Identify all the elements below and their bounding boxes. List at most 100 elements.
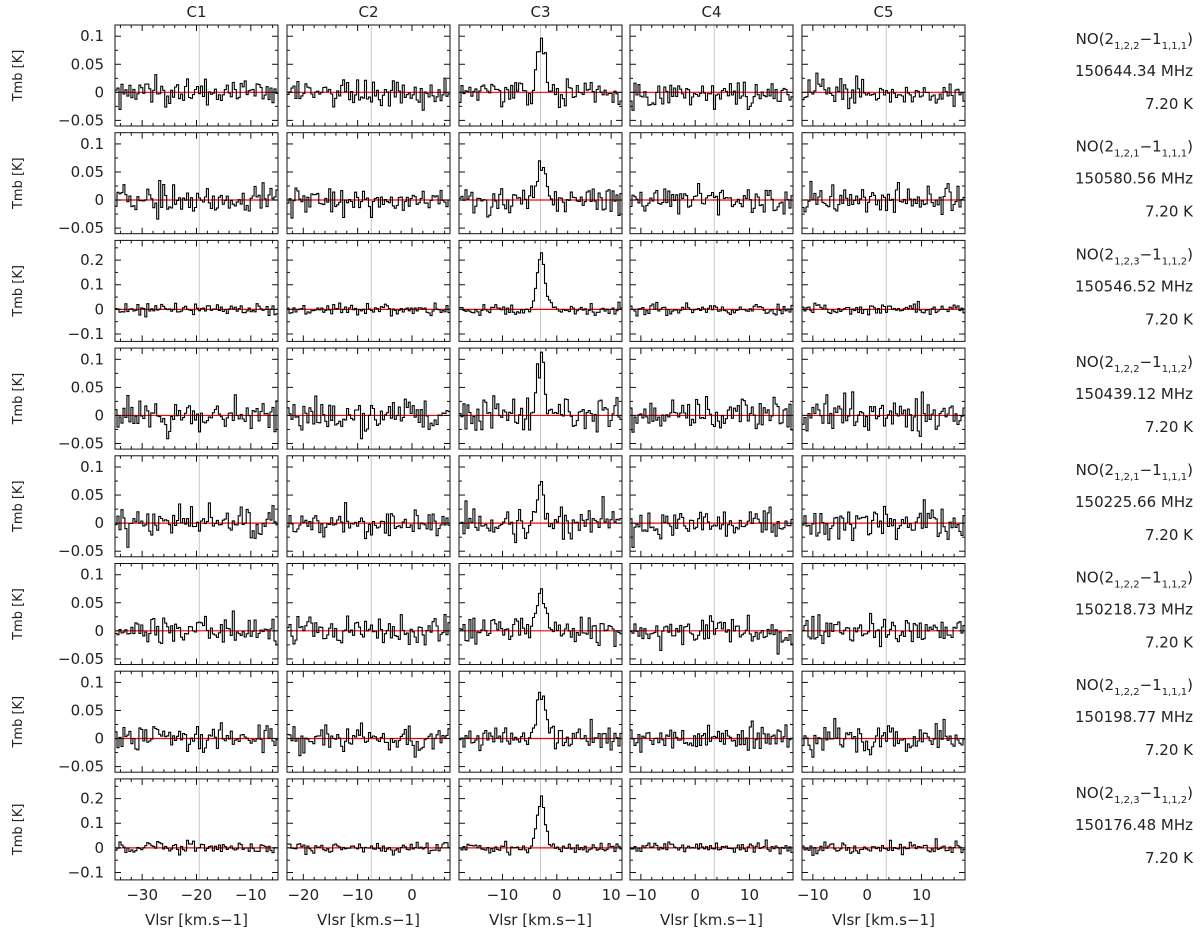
panel-frame <box>801 670 966 773</box>
x-tick-label: 0 <box>862 886 872 904</box>
upper-energy-label: 7.20 K <box>1145 849 1194 867</box>
column-title: C2 <box>358 3 378 21</box>
transition-label: NO(21,2,3−11,1,2) <box>1076 784 1193 806</box>
y-tick-label: 0 <box>94 622 104 640</box>
panel-frame <box>114 239 279 342</box>
spectrum-panel <box>286 563 451 665</box>
transition-annotation: NO(21,2,3−11,1,2) 150546.52 MHz 7.20 K <box>1075 245 1194 328</box>
x-tick-label: −10 <box>487 886 519 904</box>
y-tick-label: 0.1 <box>80 27 104 45</box>
x-axis-label: Vlsr [km.s−1] <box>317 911 420 929</box>
panel-frame <box>629 670 794 773</box>
x-tick-label: 0 <box>407 886 417 904</box>
x-tick-label: −30 <box>126 886 158 904</box>
spectrum-panel <box>114 455 279 558</box>
spectrum-panel <box>286 455 451 558</box>
spectrum-panel <box>114 239 279 342</box>
panel-frame <box>629 347 794 450</box>
spectrum-line <box>459 795 622 856</box>
x-tick-label: 10 <box>912 886 931 904</box>
upper-energy-label: 7.20 K <box>1145 741 1194 759</box>
spectrum-line <box>630 396 793 433</box>
spectrum-panel <box>286 239 451 342</box>
y-tick-label: 0.2 <box>80 251 104 269</box>
spectrum-row: Tmb [K] 0.1 0.05 0 −0.05 NO(21,2,2−11,1,1) 150… <box>11 670 1194 776</box>
x-axis-label: Vlsr [km.s−1] <box>660 911 763 929</box>
y-tick-label: 0.1 <box>80 458 104 476</box>
panel-frame <box>629 239 794 342</box>
spectrum-row: Tmb [K] 0.2 0.1 0 −0.1 NO(21,2,3−11,1,2) 15017… <box>11 778 1194 882</box>
column-title: C3 <box>530 3 550 21</box>
spectrum-row: Tmb [K] 0.1 0.05 0 −0.05 NO(21,2,2−11,1,2) 150… <box>11 347 1194 452</box>
panel-frame <box>114 563 279 665</box>
frequency-label: 150176.48 MHz <box>1075 816 1193 834</box>
spectrum-panel <box>801 24 966 127</box>
spectrum-panel <box>801 347 966 450</box>
panel-frame <box>801 347 966 450</box>
transition-label: NO(21,2,2−11,1,2) <box>1076 569 1193 591</box>
panel-frame <box>629 132 794 235</box>
x-axis-label: Vlsr [km.s−1] <box>145 911 248 929</box>
transition-annotation: NO(21,2,3−11,1,2) 150176.48 MHz 7.20 K <box>1075 784 1194 867</box>
x-tick-label: −20 <box>181 886 213 904</box>
spectrum-line <box>115 610 278 646</box>
upper-energy-label: 7.20 K <box>1145 526 1194 544</box>
frequency-label: 150198.77 MHz <box>1075 708 1193 726</box>
spectrum-panel <box>801 239 966 342</box>
y-tick-label: 0.05 <box>71 163 104 181</box>
y-tick-label: 0.05 <box>71 378 104 396</box>
panel-frame <box>286 670 451 773</box>
panel-frame <box>458 132 623 235</box>
spectrum-row: Tmb [K] 0.1 0.05 0 −0.05 NO(21,2,2−11,1,2) 150… <box>11 563 1194 668</box>
x-axis-label: Vlsr [km.s−1] <box>489 911 592 929</box>
y-axis-label: Tmb [K] <box>11 588 26 641</box>
upper-energy-label: 7.20 K <box>1145 310 1194 328</box>
spectrum-line <box>802 612 965 648</box>
spectrum-line <box>459 351 622 433</box>
panel-frame <box>458 347 623 450</box>
column-title: C4 <box>701 3 721 21</box>
x-axis-label: Vlsr [km.s−1] <box>832 911 935 929</box>
frequency-label: 150218.73 MHz <box>1075 601 1193 619</box>
y-tick-label: 0.05 <box>71 594 104 612</box>
panel-frame <box>286 778 451 881</box>
spectrum-line <box>459 691 622 752</box>
spectrum-line <box>630 614 793 655</box>
upper-energy-label: 7.20 K <box>1145 418 1194 436</box>
spectrum-line <box>287 77 450 111</box>
panel-frame <box>801 239 966 342</box>
panel-frame <box>801 563 966 665</box>
spectrum-panel <box>629 239 794 342</box>
x-tick-label: −10 <box>235 886 267 904</box>
spectrum-row: Tmb [K] 0.2 0.1 0 −0.1 NO(21,2,3−11,1,2) 15054… <box>11 239 1194 343</box>
panel-frame <box>286 239 451 342</box>
panel-frame <box>629 24 794 127</box>
spectrum-line <box>630 506 793 548</box>
transition-label: NO(21,2,2−11,1,1) <box>1076 30 1193 52</box>
spectrum-panel <box>286 347 451 450</box>
spectrum-line <box>287 302 450 317</box>
spectrum-panel <box>114 132 279 235</box>
spectrum-panel <box>801 563 966 665</box>
y-axis-label: Tmb [K] <box>11 265 26 318</box>
frequency-label: 150644.34 MHz <box>1075 62 1193 80</box>
spectrum-line <box>802 499 965 542</box>
spectrum-line <box>459 252 622 316</box>
transition-label: NO(21,2,1−11,1,1) <box>1076 138 1193 160</box>
spectrum-panel <box>629 778 794 881</box>
spectrum-line <box>802 180 965 215</box>
column-titles: C1 C2 C3 C4 C5 <box>186 3 893 21</box>
panel-frame <box>801 455 966 558</box>
spectrum-line <box>459 481 622 544</box>
x-tick-label: −10 <box>342 886 374 904</box>
transition-annotation: NO(21,2,1−11,1,1) 150225.66 MHz 7.20 K <box>1075 461 1194 544</box>
spectrum-panel <box>458 455 623 558</box>
y-tick-label: −0.1 <box>68 864 104 882</box>
spectrum-line <box>287 722 450 758</box>
spectrum-panel <box>114 24 279 127</box>
panel-frame <box>458 563 623 665</box>
y-tick-label: 0 <box>94 839 104 857</box>
x-tick-label: −20 <box>287 886 319 904</box>
x-tick-label: 10 <box>602 886 621 904</box>
